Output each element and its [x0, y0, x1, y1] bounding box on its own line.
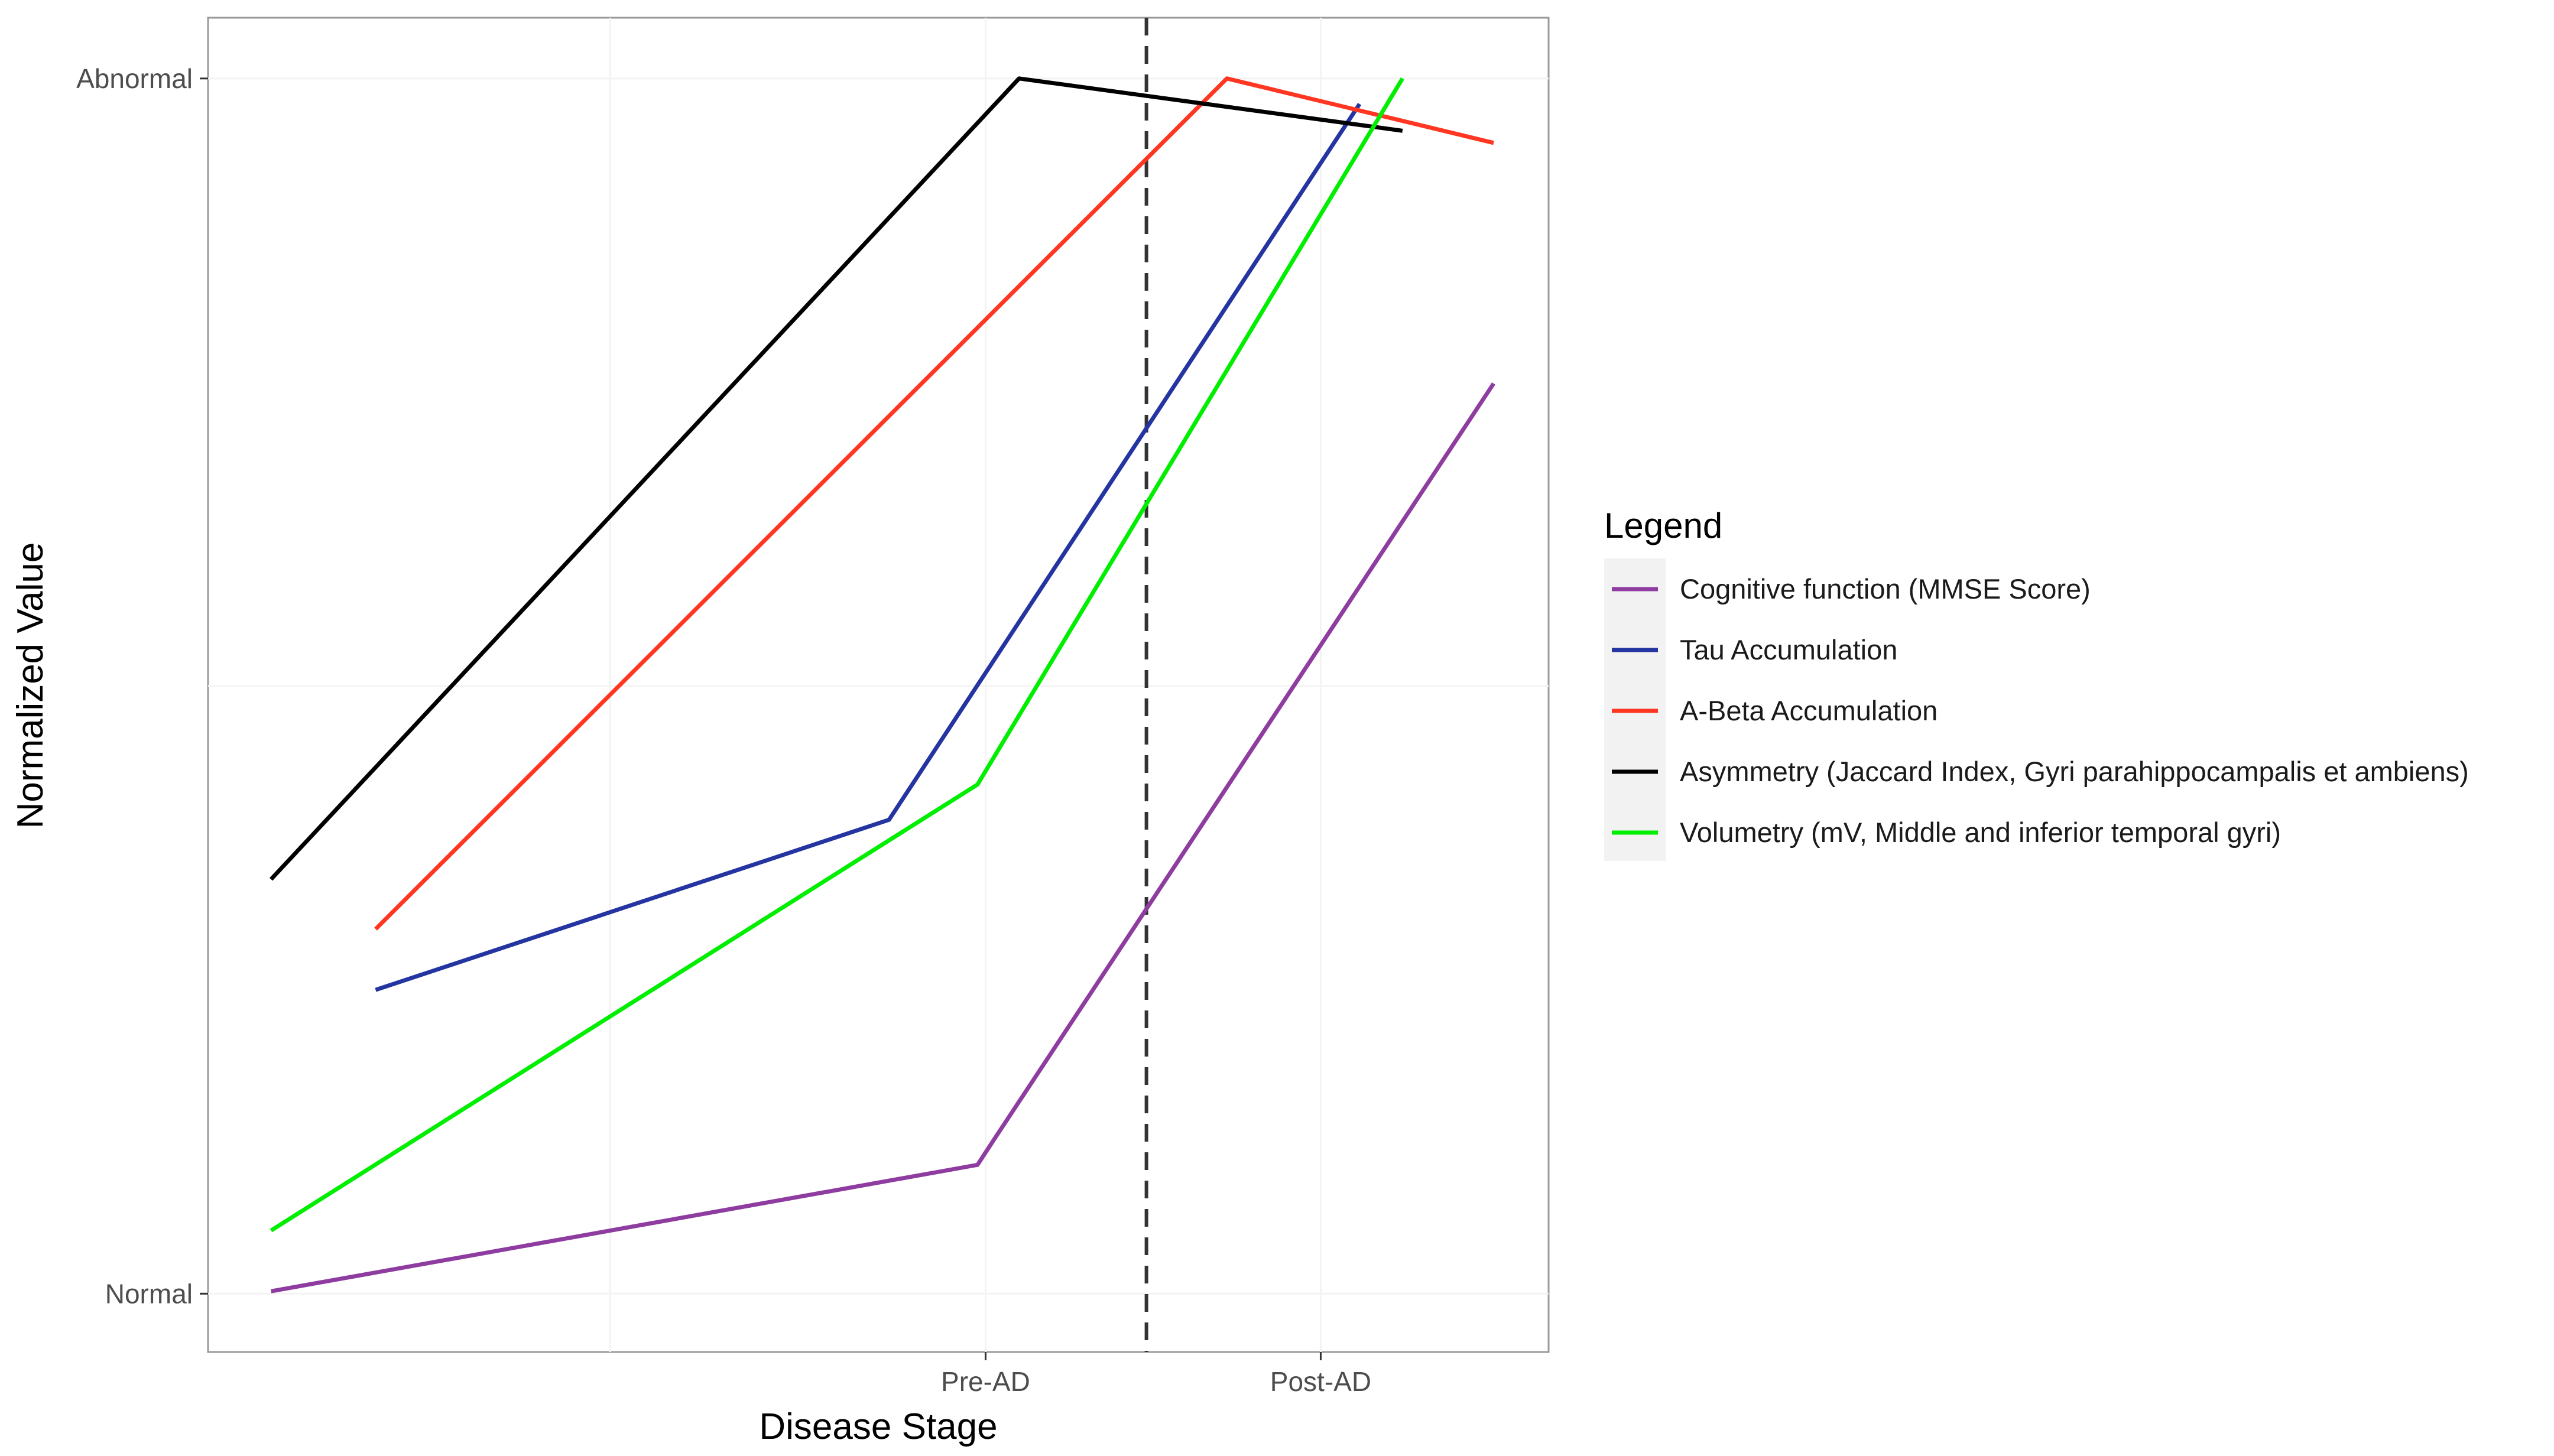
legend-label-5: Volumetry (mV, Middle and inferior tempo…	[1680, 817, 2281, 848]
legend-label-4: Asymmetry (Jaccard Index, Gyri parahippo…	[1680, 756, 2469, 787]
series-line-5	[270, 77, 1404, 1233]
plot-panel	[207, 17, 1550, 1353]
series-line-2	[375, 103, 1362, 992]
x-axis-title: Disease Stage	[759, 1406, 997, 1447]
series-line-3	[374, 76, 1494, 931]
legend-label-1: Cognitive function (MMSE Score)	[1680, 573, 2091, 604]
x-axis: Pre-AD Post-AD	[941, 1352, 1371, 1397]
x-tick-label: Post-AD	[1270, 1366, 1371, 1397]
y-tick-label: Normal	[105, 1278, 193, 1309]
legend-label-3: A-Beta Accumulation	[1680, 695, 1938, 726]
series-lines	[270, 76, 1495, 1294]
y-tick-label: Abnormal	[76, 63, 193, 94]
series-line-1	[270, 382, 1495, 1294]
y-axis-title: Normalized Value	[10, 542, 51, 829]
y-axis: Normal Abnormal	[76, 63, 208, 1309]
legend: Legend Cognitive function (MMSE Score) Ta…	[1604, 506, 2469, 861]
x-tick-label: Pre-AD	[941, 1366, 1030, 1397]
legend-title: Legend	[1604, 506, 1722, 545]
legend-items: Cognitive function (MMSE Score) Tau Accum…	[1612, 573, 2469, 848]
legend-label-2: Tau Accumulation	[1680, 634, 1897, 665]
series-line-4	[270, 76, 1403, 881]
grid	[208, 18, 1549, 1352]
